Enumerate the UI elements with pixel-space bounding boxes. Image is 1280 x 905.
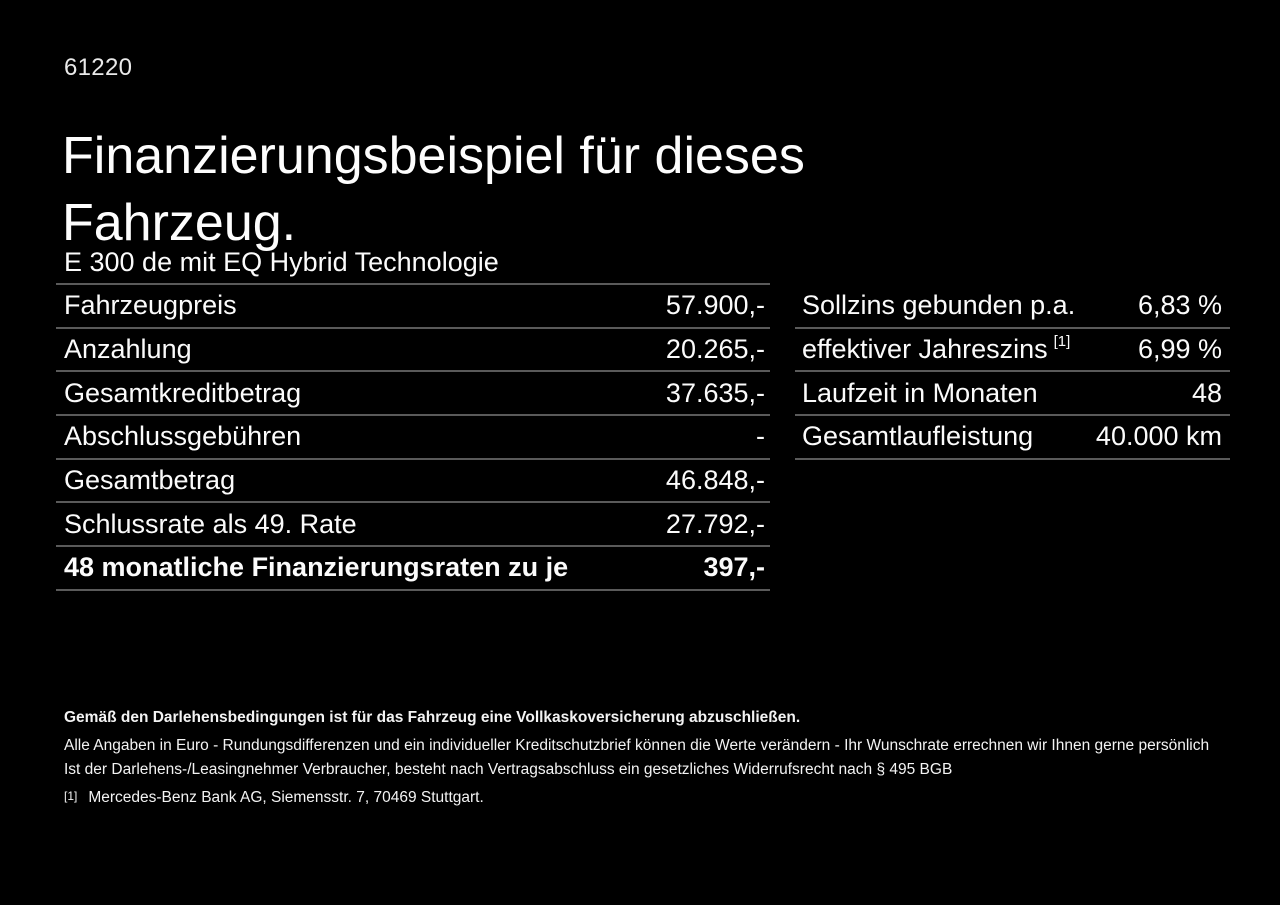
table-row-anzahlung: Anzahlung 20.265,- <box>56 329 770 373</box>
table-row-abschlussgebuehren: Abschlussgebühren - <box>56 416 770 460</box>
insurance-note: Gemäß den Darlehensbedingungen ist für d… <box>64 709 801 726</box>
row-label: Anzahlung <box>64 334 192 365</box>
row-value: 6,83 % <box>1137 290 1222 321</box>
row-value: 48 <box>1191 377 1222 408</box>
footnote-marker: [1] <box>64 789 78 803</box>
row-value: 20.265,- <box>665 334 765 365</box>
page-title: Finanzierungsbeispiel für dieses Fahrzeu… <box>62 126 805 252</box>
row-value: - <box>756 421 765 452</box>
row-label: Laufzeit in Monaten <box>802 377 1038 408</box>
conditions-table: Sollzins gebunden p.a. 6,83 % effektiver… <box>795 285 1230 460</box>
row-label: Gesamtbetrag <box>64 465 236 496</box>
disclaimer-line-1: Alle Angaben in Euro - Rundungsdifferenz… <box>64 737 1210 754</box>
financing-table: Fahrzeugpreis 57.900,- Anzahlung 20.265,… <box>56 283 770 591</box>
vehicle-model-subtitle: E 300 de mit EQ Hybrid Technologie <box>64 247 499 277</box>
row-value: 40.000 km <box>1095 421 1222 452</box>
row-label: Fahrzeugpreis <box>64 290 237 321</box>
table-row-gesamtlaufleistung: Gesamtlaufleistung 40.000 km <box>795 416 1230 460</box>
row-label: Gesamtlaufleistung <box>802 421 1034 452</box>
table-row-gesamtkreditbetrag: Gesamtkreditbetrag 37.635,- <box>56 372 770 417</box>
row-value: 37.635,- <box>665 377 765 408</box>
table-row-laufzeit: Laufzeit in Monaten 48 <box>795 372 1230 417</box>
row-value: 397,- <box>703 552 765 583</box>
table-row-gesamtbetrag: Gesamtbetrag 46.848,- <box>56 460 770 504</box>
table-row-sollzins: Sollzins gebunden p.a. 6,83 % <box>795 285 1230 329</box>
disclaimer-line-2: Ist der Darlehens-/Leasingnehmer Verbrau… <box>64 761 953 778</box>
row-value: 57.900,- <box>665 290 765 321</box>
table-row-monatliche-rate: 48 monatliche Finanzierungsraten zu je 3… <box>56 547 770 591</box>
row-value: 27.792,- <box>665 508 765 539</box>
footnote: [1] Mercedes-Benz Bank AG, Siemensstr. 7,… <box>64 788 484 808</box>
row-label-text: effektiver Jahreszins <box>802 334 1048 365</box>
footnote-reference: [1] <box>1053 333 1071 351</box>
table-row-schlussrate: Schlussrate als 49. Rate 27.792,- <box>56 503 770 548</box>
row-value: 6,99 % <box>1137 334 1222 365</box>
document-number: 61220 <box>64 54 133 81</box>
row-label: Sollzins gebunden p.a. <box>802 290 1076 321</box>
row-label: Gesamtkreditbetrag <box>64 377 302 408</box>
footnote-text: Mercedes-Benz Bank AG, Siemensstr. 7, 70… <box>88 789 484 806</box>
row-label: 48 monatliche Finanzierungsraten zu je <box>64 552 569 583</box>
row-label: Schlussrate als 49. Rate <box>64 508 357 539</box>
table-row-effektiver-jahreszins: effektiver Jahreszins [1] 6,99 % <box>795 329 1230 373</box>
table-row-fahrzeugpreis: Fahrzeugpreis 57.900,- <box>56 285 770 329</box>
row-label: effektiver Jahreszins [1] <box>802 333 1071 365</box>
row-label: Abschlussgebühren <box>64 421 302 452</box>
row-value: 46.848,- <box>665 465 765 496</box>
